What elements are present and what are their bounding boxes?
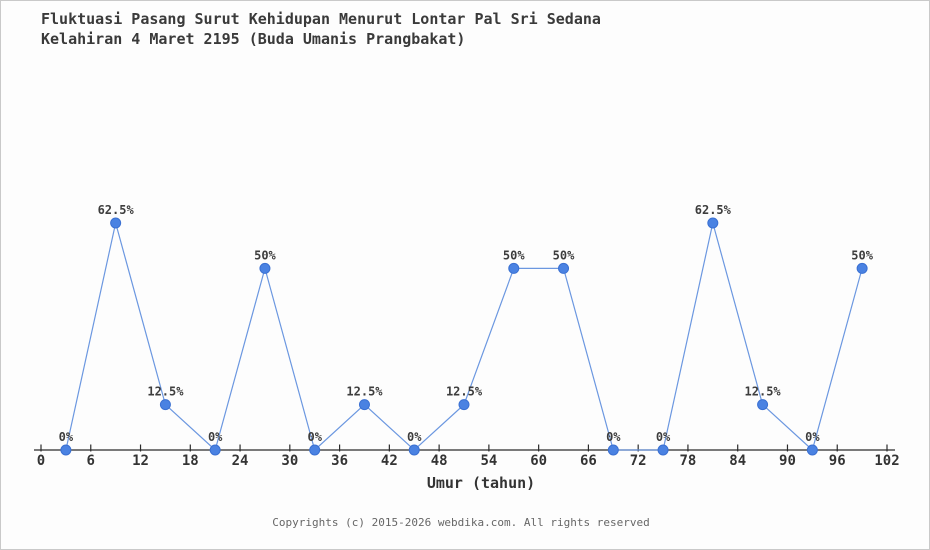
x-axis-tick-label: 0: [37, 453, 45, 469]
data-point-label: 62.5%: [695, 203, 732, 217]
data-point: [757, 399, 769, 411]
data-point: [607, 444, 619, 456]
data-point-label: 12.5%: [745, 385, 782, 399]
data-point: [657, 444, 669, 456]
data-point-label: 0%: [805, 430, 820, 444]
data-point: [458, 399, 470, 411]
x-axis-tick-label: 12: [132, 453, 149, 469]
x-axis-tick-label: 96: [829, 453, 846, 469]
data-point: [60, 444, 72, 456]
data-point-label: 50%: [553, 248, 575, 262]
data-point-label: 62.5%: [98, 203, 135, 217]
data-point: [856, 262, 868, 274]
data-point: [159, 399, 171, 411]
x-axis-tick-label: 48: [431, 453, 448, 469]
data-point-label: 50%: [254, 248, 276, 262]
copyright-footer: Copyrights (c) 2015-2026 webdika.com. Al…: [272, 516, 650, 529]
x-axis-tick-label: 84: [729, 453, 746, 469]
chart-title-line2: Kelahiran 4 Maret 2195 (Buda Umanis Pran…: [41, 30, 465, 48]
data-point: [806, 444, 818, 456]
x-axis-tick-label: 30: [281, 453, 298, 469]
data-point-label: 0%: [407, 430, 422, 444]
x-axis-tick-label: 24: [232, 453, 249, 469]
x-axis-tick-label: 18: [182, 453, 199, 469]
x-axis-tick-label: 66: [580, 453, 597, 469]
data-point-label: 50%: [503, 248, 525, 262]
data-point-label: 50%: [851, 248, 873, 262]
data-point: [309, 444, 321, 456]
x-axis-tick-label: 102: [874, 453, 899, 469]
x-axis-tick-label: 42: [381, 453, 398, 469]
data-point-label: 0%: [307, 430, 322, 444]
data-point: [209, 444, 221, 456]
data-point: [508, 262, 520, 274]
chart-title-line1: Fluktuasi Pasang Surut Kehidupan Menurut…: [41, 10, 601, 28]
data-point-label: 12.5%: [446, 385, 483, 399]
data-point: [358, 399, 370, 411]
data-point-label: 0%: [606, 430, 621, 444]
x-axis-tick-label: 54: [480, 453, 497, 469]
x-axis-tick-label: 78: [680, 453, 697, 469]
data-point-label: 12.5%: [346, 385, 383, 399]
data-point: [707, 217, 719, 229]
plot-area: 0 6 12 18 24 30 36 42 48 54 60 66 72 78 84 90 96 102 0% 62.…: [34, 203, 900, 469]
x-axis-tick-label: 6: [87, 453, 95, 469]
data-point: [558, 262, 570, 274]
data-point: [110, 217, 122, 229]
data-point-label: 0%: [59, 430, 74, 444]
x-axis-tick-label: 90: [779, 453, 796, 469]
data-point: [259, 262, 271, 274]
x-axis-tick-label: 36: [331, 453, 348, 469]
data-point-label: 0%: [656, 430, 671, 444]
data-point-label: 0%: [208, 430, 223, 444]
x-axis-tick-label: 72: [630, 453, 647, 469]
x-axis-label: Umur (tahun): [427, 474, 535, 492]
data-line: [65, 222, 863, 452]
data-point-label: 12.5%: [147, 385, 184, 399]
x-axis-tick-label: 60: [530, 453, 547, 469]
data-point: [408, 444, 420, 456]
